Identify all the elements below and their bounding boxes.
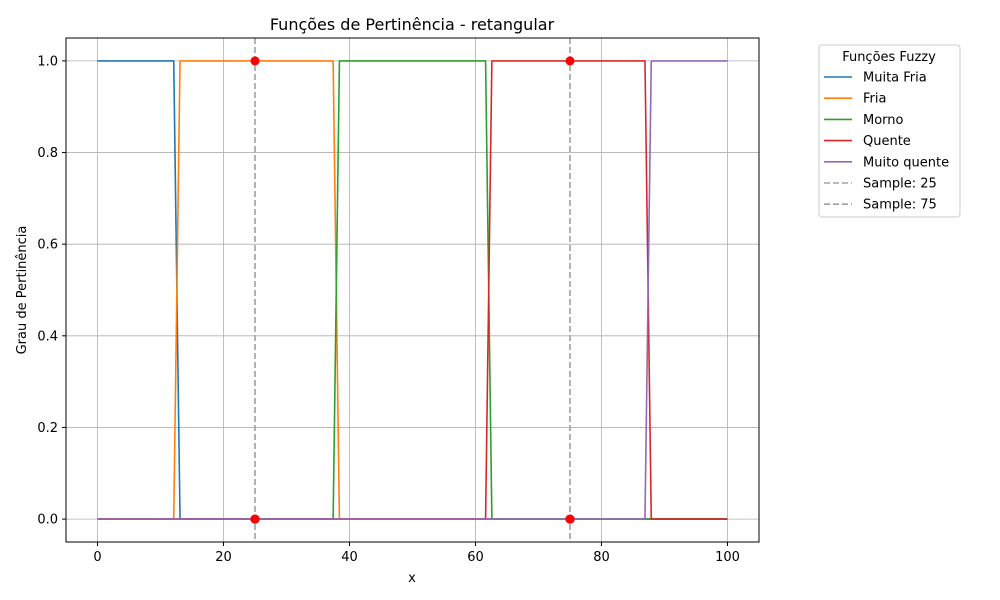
series-line bbox=[97, 60, 728, 520]
sample-marker bbox=[250, 56, 260, 66]
sample-marker bbox=[565, 56, 575, 66]
x-tick-label: 40 bbox=[341, 550, 358, 565]
legend-label: Muito quente bbox=[863, 155, 949, 170]
chart-title: Funções de Pertinência - retangular bbox=[270, 15, 555, 34]
sample-marker bbox=[565, 514, 575, 524]
y-tick-label: 0.2 bbox=[37, 421, 58, 436]
markers-group bbox=[250, 56, 575, 524]
series-line bbox=[97, 60, 728, 520]
x-tick-label: 20 bbox=[215, 550, 232, 565]
series-line bbox=[97, 60, 728, 520]
y-axis-label: Grau de Pertinência bbox=[15, 226, 30, 355]
legend-label: Quente bbox=[863, 134, 911, 149]
grid bbox=[66, 38, 759, 542]
x-tick-label: 100 bbox=[715, 550, 740, 565]
legend-label: Sample: 75 bbox=[863, 198, 937, 213]
legend: Funções Fuzzy Muita FriaFriaMornoQuenteM… bbox=[818, 44, 961, 218]
x-tick-label: 0 bbox=[93, 550, 101, 565]
legend-label: Morno bbox=[863, 113, 904, 128]
y-tick-label: 0.0 bbox=[37, 513, 58, 528]
y-tick-label: 0.6 bbox=[37, 238, 58, 253]
y-tick-label: 0.4 bbox=[37, 329, 58, 344]
y-tick-label: 1.0 bbox=[37, 54, 58, 69]
y-axis-ticks: 0.0 0.2 0.4 0.6 0.8 1.0 bbox=[37, 54, 66, 528]
x-tick-label: 80 bbox=[593, 550, 610, 565]
legend-box bbox=[818, 44, 961, 218]
x-tick-label: 60 bbox=[467, 550, 484, 565]
legend-label: Sample: 25 bbox=[863, 177, 937, 192]
legend-items: Muita Fria Fria Morno Quente Muito quente Sam… bbox=[824, 71, 949, 213]
legend-label: Muita Fria bbox=[863, 71, 927, 86]
series-group bbox=[97, 60, 728, 520]
x-axis-label: x bbox=[408, 571, 416, 586]
series-line bbox=[97, 60, 728, 520]
legend-title: Funções Fuzzy bbox=[842, 50, 936, 65]
x-axis-ticks: 0 20 40 60 80 100 bbox=[93, 542, 740, 565]
series-line bbox=[97, 60, 728, 520]
y-tick-label: 0.8 bbox=[37, 146, 58, 161]
sample-marker bbox=[250, 514, 260, 524]
legend-label: Fria bbox=[863, 92, 886, 107]
plot-frame bbox=[65, 37, 760, 543]
sample-lines bbox=[254, 38, 571, 542]
